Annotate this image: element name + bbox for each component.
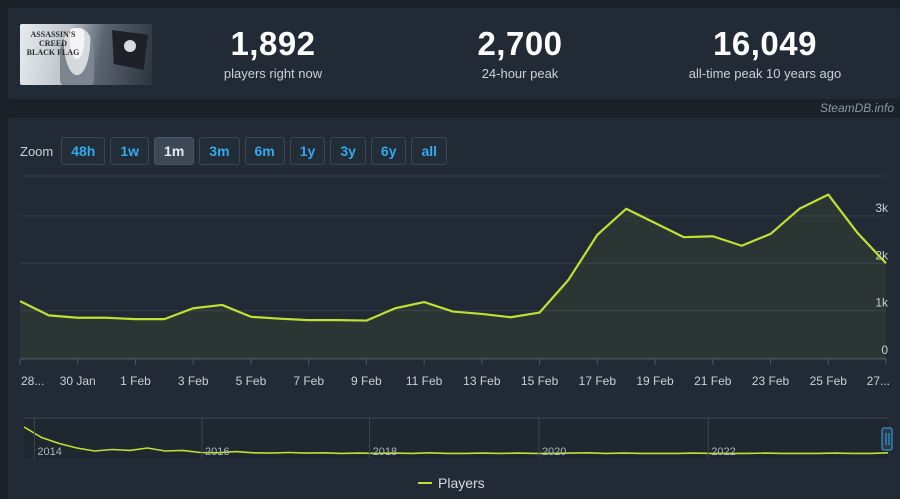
zoom-48h-button[interactable]: 48h	[61, 137, 106, 165]
game-logo: ASSASSIN'S CREED BLACK FLAG	[26, 30, 80, 57]
x-tick-label: 5 Feb	[236, 374, 267, 388]
x-tick-label: 27...	[867, 374, 890, 388]
navigator-year-label: 2020	[542, 446, 566, 458]
zoom-controls: Zoom 48h 1w 1m 3m 6m 1y 3y 6y all	[20, 137, 448, 165]
stat-value: 2,700	[477, 25, 563, 62]
legend-swatch	[418, 482, 432, 484]
zoom-1y-button[interactable]: 1y	[289, 137, 326, 165]
x-tick-label: 3 Feb	[178, 374, 209, 388]
y-tick-label: 2k	[875, 248, 889, 262]
navigator-background	[24, 419, 888, 458]
zoom-6y-button[interactable]: 6y	[370, 137, 407, 165]
x-tick-label: 1 Feb	[120, 374, 151, 388]
y-tick-label: 3k	[875, 201, 889, 215]
stat-players-now: 1,892 players right now	[163, 25, 383, 82]
chart-panel: Zoom 48h 1w 1m 3m 6m 1y 3y 6y all 0 1k 2k 3…	[8, 118, 900, 499]
zoom-1m-button[interactable]: 1m	[154, 137, 195, 165]
steamdb-credit[interactable]: SteamDB.info	[819, 101, 894, 115]
game-thumbnail[interactable]: ASSASSIN'S CREED BLACK FLAG	[20, 24, 152, 85]
y-tick-label: 0	[881, 343, 888, 357]
x-tick-label: 19 Feb	[636, 374, 674, 388]
thumb-figure	[60, 28, 94, 85]
x-tick-label: 13 Feb	[463, 374, 501, 388]
stat-value: 1,892	[230, 25, 316, 62]
player-chart[interactable]: 0 1k 2k 3k 28... 30 Jan 1 Feb 3 Feb 5 Feb 7 Feb 9 …	[8, 118, 900, 499]
navigator-year-label: 2022	[711, 446, 735, 458]
x-tick-label: 9 Feb	[351, 374, 382, 388]
stat-label: all-time peak 10 years ago	[688, 66, 842, 81]
navigator-handle[interactable]	[881, 427, 893, 451]
x-tick-label: 28...	[21, 374, 44, 388]
stat-all-time-peak: 16,049 all-time peak 10 years ago	[655, 25, 875, 82]
stat-value: 16,049	[713, 25, 817, 62]
stats-panel: ASSASSIN'S CREED BLACK FLAG 1,892 player…	[8, 8, 900, 99]
zoom-6m-button[interactable]: 6m	[244, 137, 285, 165]
zoom-3m-button[interactable]: 3m	[199, 137, 240, 165]
navigator-year-label: 2014	[37, 446, 61, 458]
x-tick-label: 15 Feb	[521, 374, 559, 388]
chart-legend[interactable]: Players	[418, 475, 485, 491]
navigator-year-label: 2016	[205, 446, 229, 458]
stat-label: players right now	[223, 66, 323, 81]
x-tick-label: 25 Feb	[810, 374, 848, 388]
x-tick-label: 23 Feb	[752, 374, 790, 388]
x-tick-label: 7 Feb	[293, 374, 324, 388]
series-line-players[interactable]	[19, 193, 887, 322]
x-tick-label: 30 Jan	[60, 374, 96, 388]
navigator-year-label: 2018	[373, 446, 397, 458]
y-tick-label: 1k	[875, 296, 889, 310]
x-tick-label: 11 Feb	[406, 374, 443, 388]
zoom-label: Zoom	[20, 143, 54, 159]
zoom-3y-button[interactable]: 3y	[330, 137, 366, 165]
zoom-1w-button[interactable]: 1w	[110, 137, 150, 165]
stat-label: 24-hour peak	[481, 66, 559, 81]
skull-icon	[124, 40, 136, 52]
navigator-line	[23, 426, 889, 455]
stat-24h-peak: 2,700 24-hour peak	[410, 25, 630, 82]
zoom-all-button[interactable]: all	[411, 137, 448, 165]
x-tick-label: 21 Feb	[694, 374, 732, 388]
legend-label-players: Players	[438, 475, 485, 491]
x-tick-label: 17 Feb	[579, 374, 617, 388]
series-area-players	[20, 194, 886, 358]
